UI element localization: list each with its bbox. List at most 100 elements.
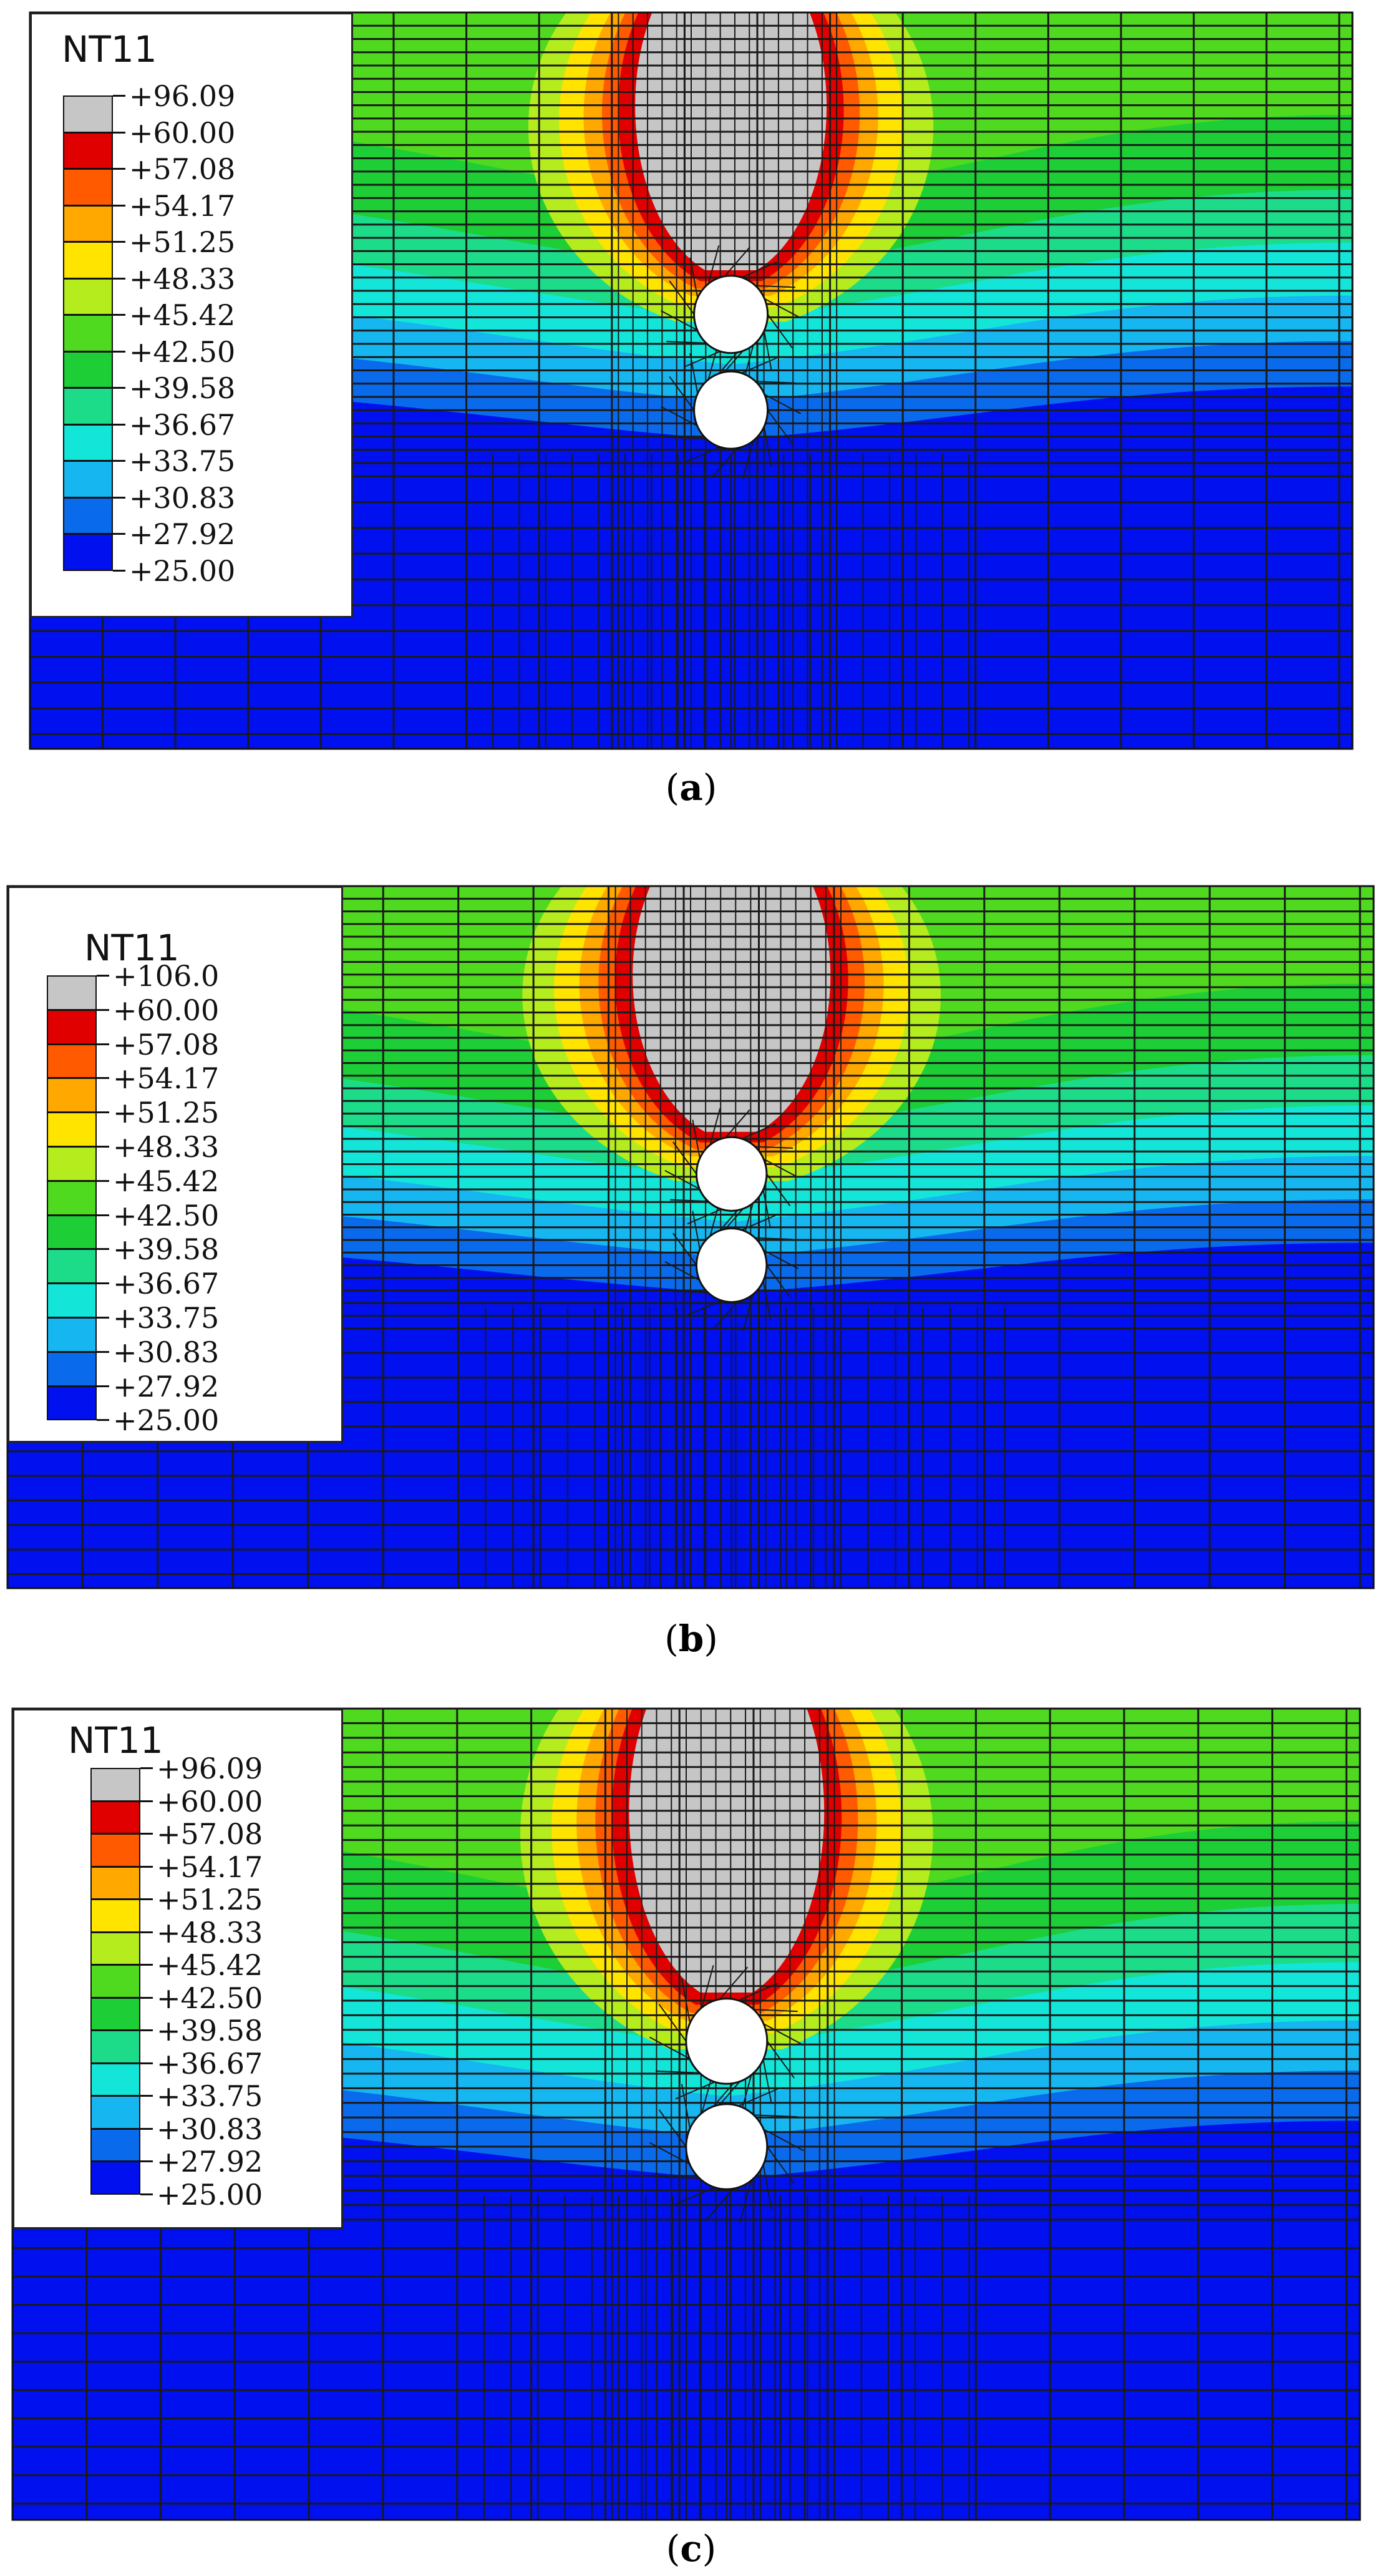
panel-b: NT11 +106.0 +60.00 +57.08 +54.17 +51.25 +48.3… <box>0 874 1383 1672</box>
legend-swatch <box>90 2128 140 2162</box>
legend-swatch <box>90 2030 140 2064</box>
legend-tick <box>113 95 125 97</box>
legend-label: +60.00 <box>113 993 220 1027</box>
legend-label: +30.83 <box>157 2112 263 2146</box>
legend-swatch <box>63 132 113 169</box>
legend-label: +106.0 <box>113 959 220 993</box>
legend-label: +48.33 <box>129 261 236 296</box>
legend-tick <box>97 1248 109 1251</box>
legend-tick <box>140 1996 153 1999</box>
legend-label: +27.92 <box>113 1369 220 1403</box>
legend-label: +30.83 <box>113 1335 220 1369</box>
caption-c: (c) <box>666 2527 717 2570</box>
legend-tick <box>97 1111 109 1114</box>
legend-tick <box>113 460 125 462</box>
legend-label: +96.09 <box>129 79 236 113</box>
legend-label: +51.25 <box>157 1883 263 1916</box>
caption-a: (a) <box>665 766 717 809</box>
legend-label: +25.00 <box>113 1403 220 1438</box>
legend-label: +39.58 <box>113 1232 220 1267</box>
legend-tick <box>140 1767 153 1769</box>
legend-swatch <box>63 242 113 279</box>
legend-tick <box>113 423 125 426</box>
legend-swatch <box>63 388 113 425</box>
legend-swatch <box>90 2095 140 2129</box>
legend-swatch <box>63 534 113 571</box>
legend-swatch <box>47 1112 97 1147</box>
legend-tick <box>113 277 125 280</box>
legend-label: +36.67 <box>157 2046 263 2081</box>
panel-a: NT11 +96.09 +60.00 +57.08 +54.17 +51.25 +48.3… <box>0 0 1383 811</box>
legend-swatch <box>63 424 113 461</box>
legend-label: +51.25 <box>113 1096 220 1130</box>
legend-tick <box>113 168 125 170</box>
legend-title: NT11 <box>84 927 180 969</box>
legend-tick <box>97 1146 109 1148</box>
caption-b: (b) <box>664 1617 718 1660</box>
legend-tick <box>97 1179 109 1182</box>
legend-label: +54.17 <box>113 1061 220 1096</box>
legend-swatch <box>63 461 113 498</box>
legend-swatch <box>63 205 113 242</box>
legend-swatch <box>47 1214 97 1250</box>
legend-tick <box>140 2193 153 2195</box>
legend-tick <box>97 1317 109 1319</box>
legend-label: +42.50 <box>113 1198 220 1232</box>
legend-tick <box>113 131 125 134</box>
legend-swatch <box>47 1043 97 1079</box>
particle-2 <box>695 1227 768 1304</box>
legend-swatch <box>63 168 113 206</box>
particle-1 <box>695 1136 768 1212</box>
legend-swatch <box>47 1078 97 1113</box>
legend-tick <box>140 1800 153 1802</box>
legend-label: +25.00 <box>157 2177 263 2212</box>
legend-swatch <box>47 1180 97 1216</box>
legend-b: NT11 +106.0 +60.00 +57.08 +54.17 +51.25 +48.3… <box>7 886 343 1443</box>
legend-tick <box>113 204 125 207</box>
legend-swatch <box>63 497 113 534</box>
legend-label: +39.58 <box>129 371 236 405</box>
legend-tick <box>113 314 125 316</box>
contour-plot-c <box>11 1707 1361 2521</box>
legend-label: +60.00 <box>129 115 236 150</box>
legend-swatch <box>90 1931 140 1965</box>
panel-c: NT11 +96.09 +60.00 +57.08 +54.17 +51.25 +48.3… <box>0 1691 1383 2576</box>
legend-label: +33.75 <box>129 444 236 478</box>
legend-tick <box>113 496 125 499</box>
legend-tick <box>140 1931 153 1933</box>
legend-label: +42.50 <box>129 334 236 369</box>
legend-swatch <box>47 1385 97 1421</box>
legend-swatch <box>90 1997 140 2031</box>
legend-swatch <box>47 1009 97 1045</box>
legend-swatch <box>90 2161 140 2195</box>
legend-swatch <box>47 1249 97 1284</box>
legend-tick <box>97 1419 109 1422</box>
legend-label: +51.25 <box>129 225 236 259</box>
legend-swatch <box>63 315 113 352</box>
legend-tick <box>113 569 125 572</box>
legend-swatch <box>90 1833 140 1867</box>
legend-swatch <box>90 1964 140 1998</box>
legend-label: +54.17 <box>129 188 236 223</box>
legend-tick <box>97 1043 109 1045</box>
legend-swatch <box>90 1866 140 1900</box>
legend-tick <box>140 2160 153 2162</box>
legend-tick <box>97 1385 109 1387</box>
legend-swatch <box>90 1800 140 1834</box>
legend-label: +25.00 <box>129 554 236 588</box>
legend-label: +96.09 <box>157 1752 263 1785</box>
legend-title: NT11 <box>68 1719 163 1762</box>
legend-tick <box>140 2029 153 2031</box>
legend-tick <box>97 1008 109 1011</box>
legend-tick <box>140 2095 153 2097</box>
legend-swatch <box>47 1317 97 1352</box>
legend-label: +33.75 <box>113 1301 220 1335</box>
particle-1 <box>693 275 769 354</box>
legend-swatch <box>63 95 113 133</box>
legend-swatch <box>47 975 97 1010</box>
legend-title: NT11 <box>62 28 157 71</box>
legend-tick <box>140 1865 153 1868</box>
legend-label: +27.92 <box>157 2145 263 2178</box>
legend-swatch <box>63 351 113 388</box>
legend-label: +36.67 <box>129 407 236 442</box>
